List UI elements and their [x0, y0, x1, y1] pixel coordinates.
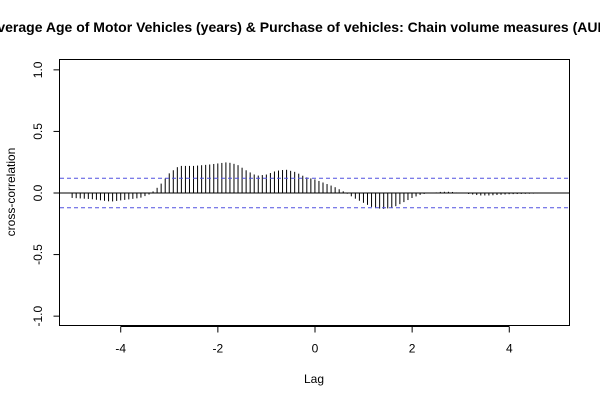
x-tick-label: 0	[312, 342, 319, 356]
chart-title: Average Age of Motor Vehicles (years) & …	[0, 19, 600, 35]
x-tick-label: 4	[506, 342, 513, 356]
ccf-bars	[71, 162, 559, 209]
y-axis-label: cross-correlation	[4, 148, 18, 237]
y-axis: -1.0 -0.5 0.0 0.5 1.0	[31, 61, 60, 326]
y-tick-label: 1.0	[31, 61, 45, 78]
x-axis: -4 -2 0 2 4	[115, 326, 513, 356]
y-tick-label: 0.5	[31, 123, 45, 140]
x-axis-label: Lag	[304, 372, 324, 386]
x-tick-label: -4	[115, 342, 126, 356]
x-tick-label: 2	[409, 342, 416, 356]
y-tick-label: -1.0	[31, 305, 45, 326]
y-tick-label: -0.5	[31, 244, 45, 265]
x-tick-label: -2	[213, 342, 224, 356]
y-tick-label: 0.0	[31, 184, 45, 201]
reference-lines	[60, 177, 570, 209]
